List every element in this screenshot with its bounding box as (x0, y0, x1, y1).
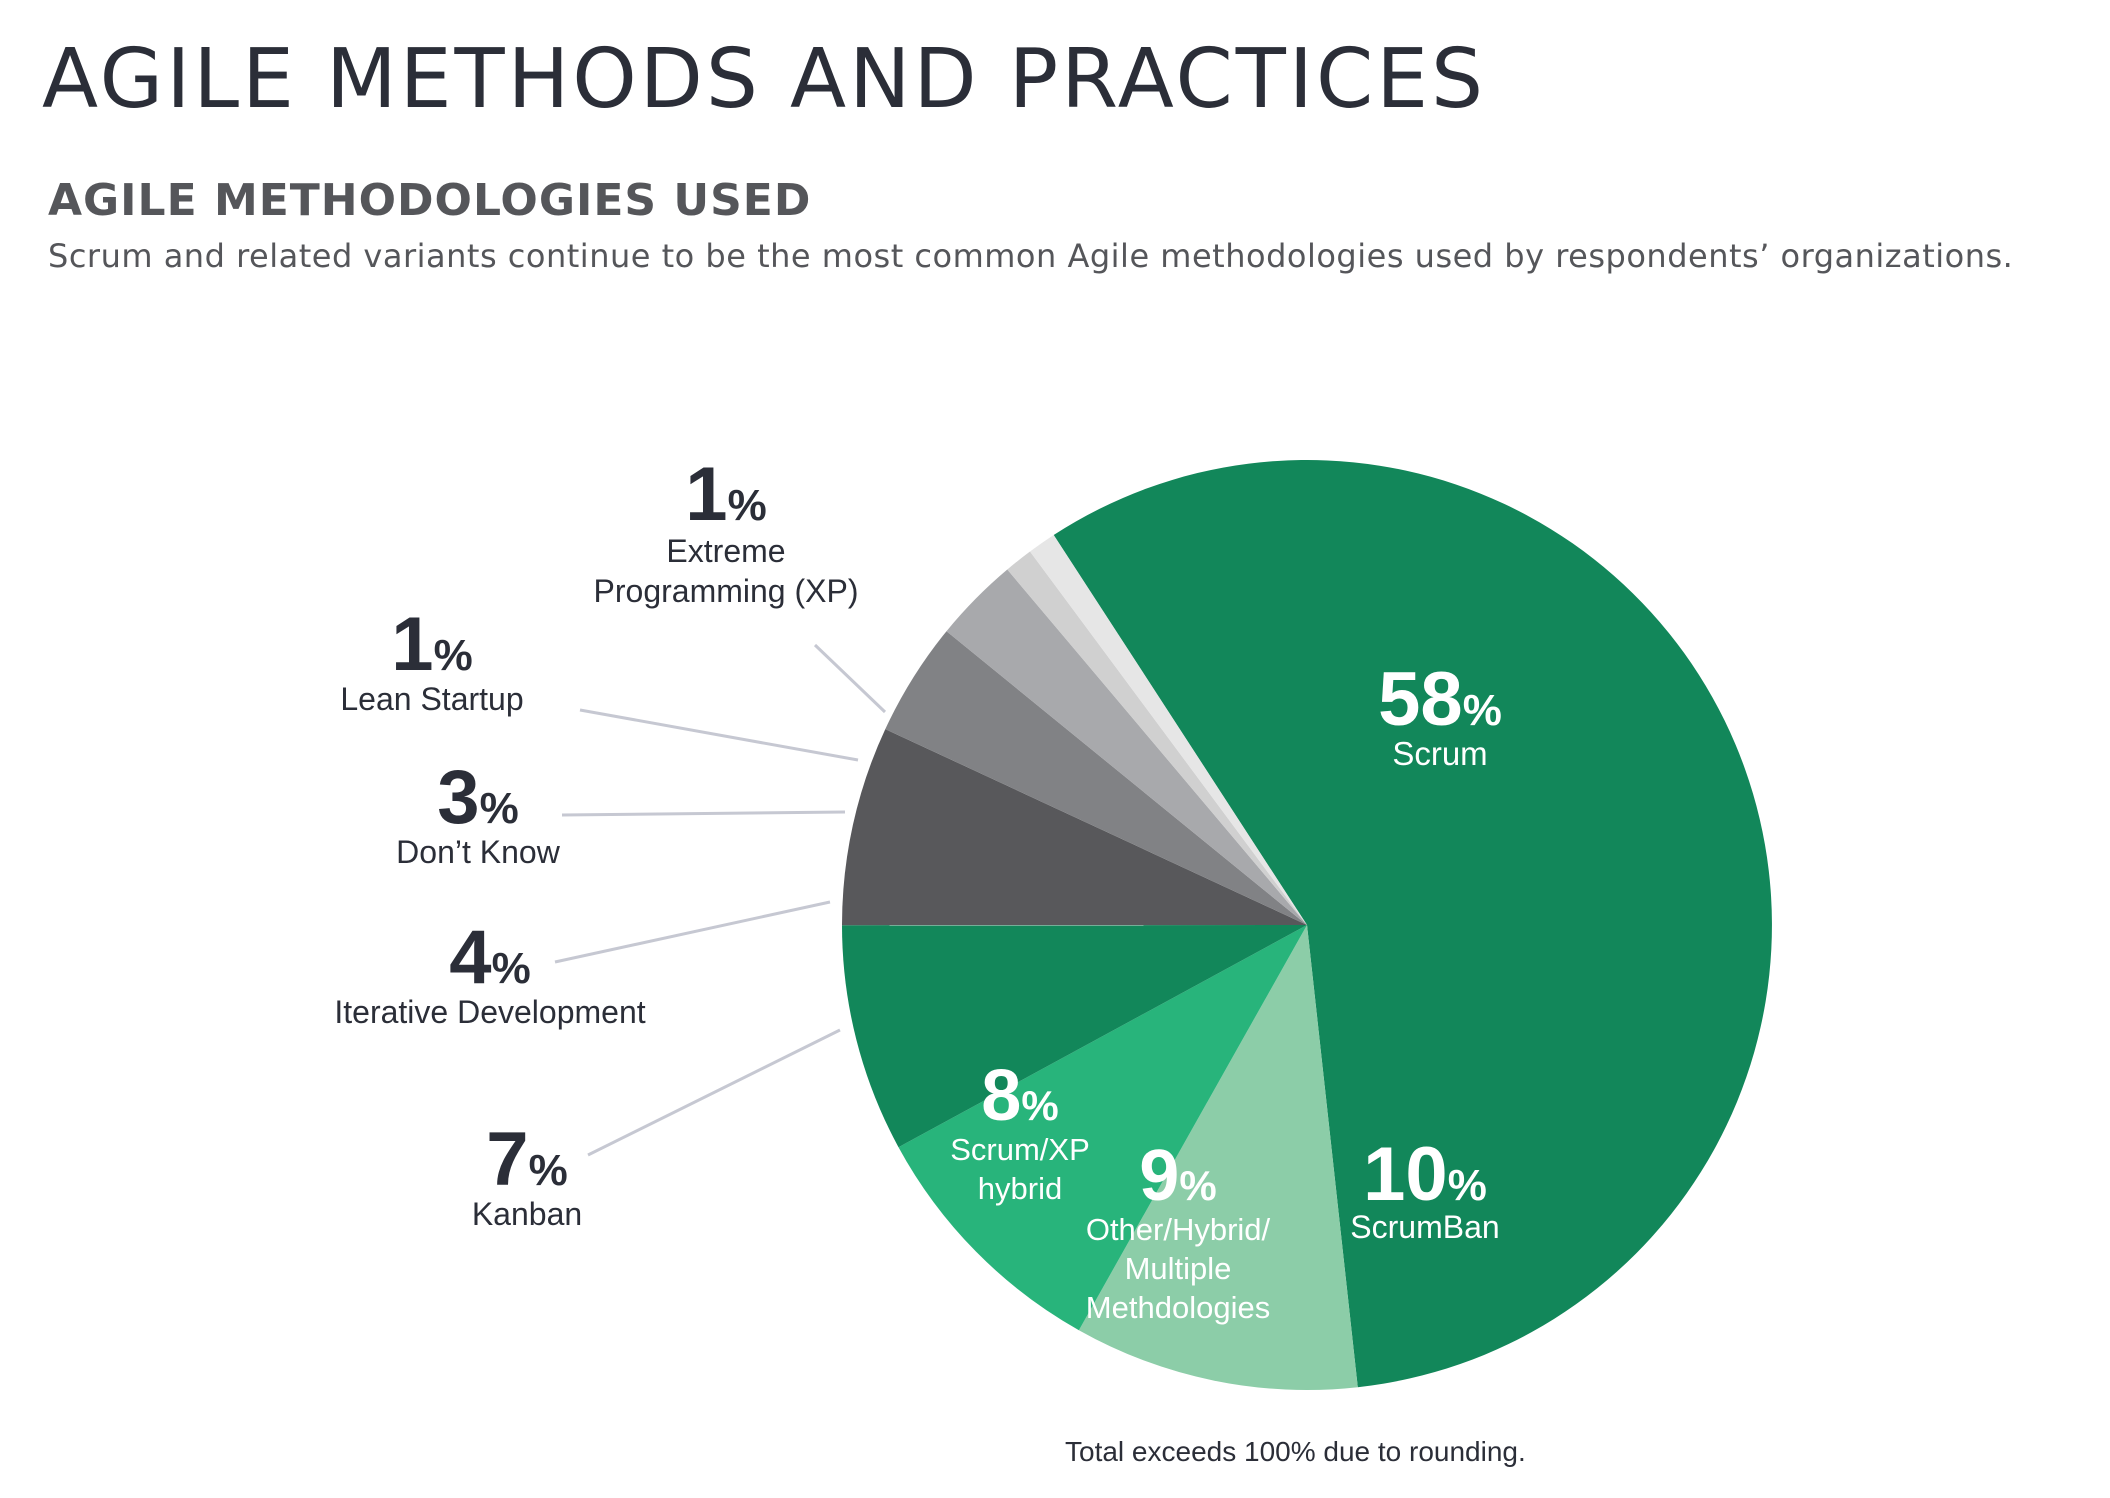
category-label-kanban: Kanban (472, 1196, 582, 1232)
category-label-scrum: Scrum (1392, 735, 1487, 772)
pie-slice-extreme-programming-xp (1030, 535, 1307, 925)
category-label-scrumban: ScrumBan (1350, 1209, 1499, 1245)
data-label-scrum: 58% (1378, 657, 1502, 742)
leader-line-lean-startup (579, 708, 859, 762)
leader-line-extreme-programming-xp (813, 643, 887, 714)
data-label-kanban: 7% (486, 1117, 567, 1202)
pie-slice-don-t-know (946, 569, 1307, 925)
chart-title: AGILE METHODOLOGIES USED (48, 175, 812, 226)
data-label-don-t-know: 3% (437, 755, 518, 840)
leader-line-kanban (587, 1028, 841, 1157)
leader-lines (554, 643, 887, 1157)
pie-slice-iterative-development (885, 631, 1307, 925)
pie-slice-scrum-xp-hybrid (842, 925, 1307, 1148)
category-label-scrum-xp-hybrid: Scrum/XP hybrid (950, 1132, 1090, 1206)
chart-subtitle: Scrum and related variants continue to b… (48, 237, 2014, 275)
data-label-other-hybrid-multiple-methdologies: 9% (1139, 1136, 1216, 1216)
chart-footnote: Total exceeds 100% due to rounding. (1065, 1436, 1526, 1467)
pie-slice-kanban (842, 729, 1307, 926)
leader-line-iterative-development (554, 900, 831, 964)
pie-slices (842, 459, 1772, 1390)
page-title: AGILE METHODS AND PRACTICES (42, 32, 1487, 127)
data-label-extreme-programming-xp: 1% (685, 452, 766, 537)
category-label-other-hybrid-multiple-methdologies: Other/Hybrid/Multiple Methdologies (1086, 1212, 1271, 1325)
data-label-scrum-xp-hybrid: 8% (981, 1056, 1058, 1136)
category-label-iterative-development: Iterative Development (334, 994, 645, 1030)
data-label-iterative-development: 4% (449, 915, 530, 1000)
data-label-lean-startup: 1% (391, 602, 472, 687)
pie-slice-lean-startup (1007, 551, 1307, 925)
category-label-lean-startup: Lean Startup (340, 681, 523, 717)
pie-slice-other-hybrid-multiple-methdologies (898, 925, 1307, 1331)
pie-slice-scrumban (1078, 925, 1358, 1390)
slice-labels: 58%Scrum 10%ScrumBan 9%Other/Hybrid/Multip… (334, 452, 1501, 1325)
category-label-extreme-programming-xp: Extreme Programming (XP) (594, 533, 859, 609)
data-label-scrumban: 10% (1363, 1132, 1487, 1217)
pie-slice-scrum (1053, 459, 1772, 1388)
category-label-don-t-know: Don’t Know (396, 834, 561, 870)
leader-line-don-t-know (561, 810, 846, 817)
